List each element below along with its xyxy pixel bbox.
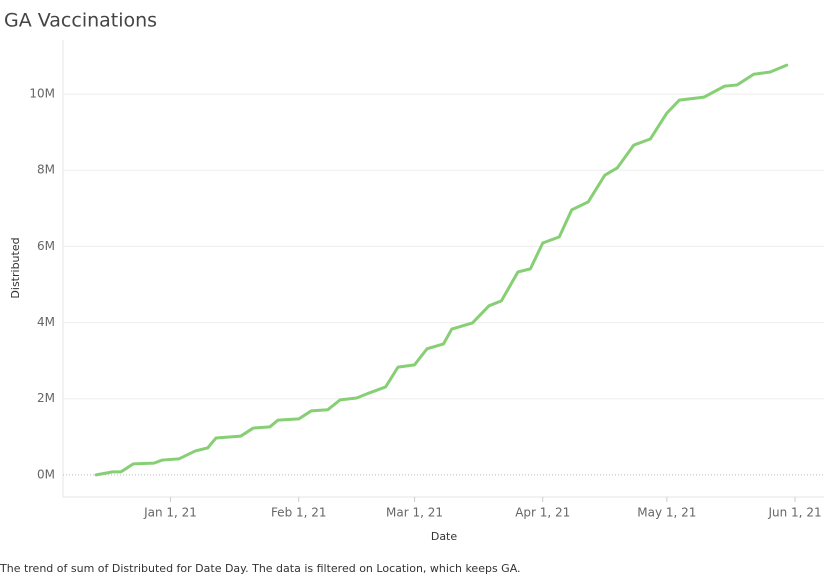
x-tick-label: Apr 1, 21	[515, 506, 570, 520]
y-axis-title: Distributed	[9, 237, 22, 298]
line-series	[94, 63, 789, 477]
chart-title: GA Vaccinations	[4, 10, 157, 32]
x-tick-label: Jun 1, 21	[767, 506, 821, 520]
y-tick-label: 0M	[37, 467, 55, 481]
x-tick-label: Jan 1, 21	[143, 506, 197, 520]
x-axis-title: Date	[431, 530, 458, 543]
y-tick-label: 2M	[37, 391, 55, 405]
y-tick-label: 6M	[37, 239, 55, 253]
y-tick-label: 8M	[37, 163, 55, 177]
x-tick-label: Mar 1, 21	[386, 506, 443, 520]
x-tick-label: Feb 1, 21	[271, 506, 327, 520]
y-tick-label: 4M	[37, 315, 55, 329]
x-tick-label: May 1, 21	[637, 506, 696, 520]
y-tick-label: 10M	[29, 87, 55, 101]
caption: The trend of sum of Distributed for Date…	[0, 562, 521, 575]
